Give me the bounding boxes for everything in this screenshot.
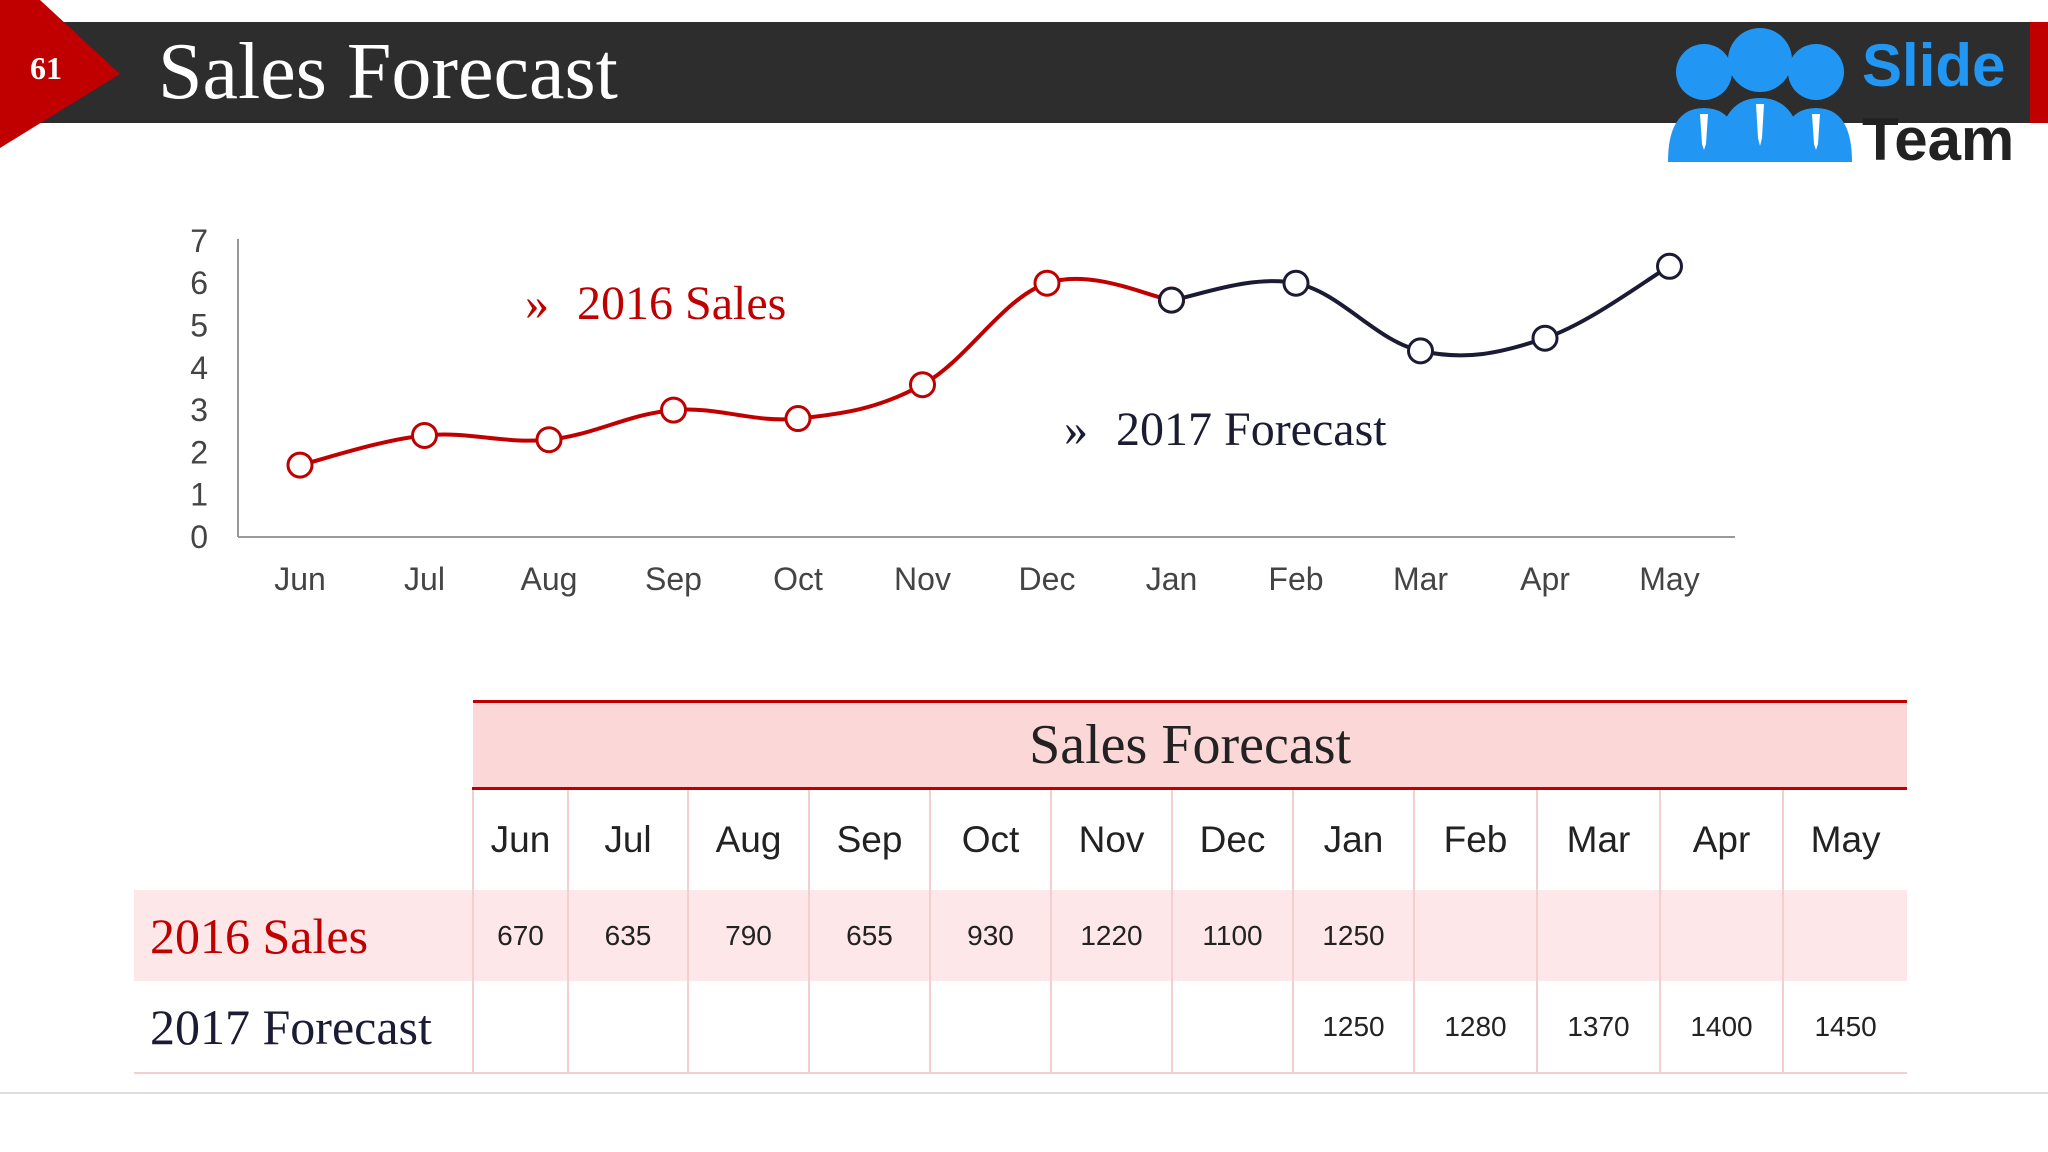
row-label-2017-forecast: 2017 Forecast	[134, 981, 473, 1074]
table-cell: 1250	[1292, 890, 1414, 981]
x-tick-label: Jun	[274, 561, 326, 597]
row-label-2016-sales: 2016 Sales	[134, 890, 473, 981]
x-tick-label: Nov	[894, 561, 951, 597]
table-cell	[1536, 890, 1660, 981]
table-cell	[567, 981, 688, 1074]
y-tick-label: 0	[190, 519, 208, 555]
table-cell: 670	[472, 890, 568, 981]
table-header-corner	[134, 789, 473, 891]
logo-text-slide: Slide	[1862, 32, 2006, 99]
sales-forecast-table: Sales Forecast Jun Jul Aug Sep Oct Nov Dec Jan F…	[134, 700, 1908, 1074]
table-cell	[1050, 981, 1172, 1074]
table-header-oct: Oct	[929, 788, 1051, 890]
data-point	[535, 426, 563, 454]
x-tick-label: Jul	[404, 561, 445, 597]
people-logo-icon	[1668, 28, 1852, 162]
table-header-dec: Dec	[1171, 788, 1293, 890]
x-tick-label: Jan	[1146, 561, 1198, 597]
table-cell: 1100	[1171, 890, 1293, 981]
x-tick-label: Feb	[1268, 561, 1323, 597]
x-tick-label: Oct	[773, 561, 823, 597]
data-point	[286, 451, 314, 479]
data-point	[1282, 269, 1310, 297]
table-cell: 930	[929, 890, 1051, 981]
table-header-may: May	[1781, 788, 1908, 890]
table-cell	[929, 981, 1051, 1074]
data-point	[1033, 269, 1061, 297]
table-row: 2016 Sales 670 635 790 655 930 1220 1100 1250	[134, 890, 1908, 981]
table-cell	[808, 981, 930, 1074]
x-tick-label: Aug	[521, 561, 578, 597]
table-cell	[1659, 890, 1783, 981]
table-title: Sales Forecast	[473, 700, 1908, 790]
table-cell: 635	[567, 890, 688, 981]
table-cell	[1171, 981, 1293, 1074]
table-cell: 1450	[1781, 981, 1908, 1074]
footer-divider	[0, 1092, 2048, 1094]
series-label-2016-sales: » 2016 Sales	[525, 277, 787, 330]
data-point	[1407, 337, 1434, 365]
table-cell	[687, 981, 809, 1074]
table-header-feb: Feb	[1413, 788, 1537, 890]
data-point	[1531, 324, 1559, 352]
table-header-sep: Sep	[808, 788, 930, 890]
y-tick-label: 3	[190, 392, 208, 428]
table-header-row: Jun Jul Aug Sep Oct Nov Dec Jan Feb Mar Apr May	[134, 788, 1908, 891]
y-tick-label: 1	[190, 477, 208, 513]
table-row: 2017 Forecast 1250 1280 1370 1400 1450	[134, 981, 1908, 1074]
x-tick-label: Mar	[1393, 561, 1448, 597]
x-tick-label: May	[1639, 561, 1699, 597]
x-tick-label: Sep	[645, 561, 702, 597]
y-tick-label: 4	[190, 350, 208, 386]
table-header-jun: Jun	[472, 788, 568, 890]
page-title: Sales Forecast	[158, 28, 618, 116]
table-corner	[134, 702, 473, 789]
series-label-2017-forecast: » 2017 Forecast	[1064, 403, 1387, 456]
x-tick-label: Dec	[1019, 561, 1076, 597]
table-cell: 790	[687, 890, 809, 981]
data-point	[909, 371, 936, 399]
y-tick-label: 6	[190, 265, 208, 301]
table-header-apr: Apr	[1659, 788, 1783, 890]
x-tick-label: Apr	[1520, 561, 1570, 597]
table-cell: 1280	[1413, 981, 1537, 1074]
slideteam-logo: Slide Team	[1660, 24, 2020, 173]
y-tick-label: 7	[190, 223, 208, 259]
line-chart: 0 1 2 3 4 5 6 7 Jun Jul Aug Sep Oct Nov Dec Jan Feb Mar Ap…	[190, 223, 1735, 597]
y-tick-label: 5	[190, 308, 208, 344]
logo-text-team: Team	[1862, 106, 2015, 173]
data-point	[1656, 252, 1683, 280]
data-point	[660, 396, 687, 424]
data-point	[1158, 286, 1185, 314]
table-cell: 1220	[1050, 890, 1172, 981]
series-line-2016-sales	[299, 276, 1172, 468]
data-point	[784, 405, 812, 433]
table-header-jan: Jan	[1292, 788, 1414, 890]
table-header-nov: Nov	[1050, 788, 1172, 890]
chevron-double-right-icon: »	[525, 277, 549, 330]
table-cell: 1400	[1659, 981, 1783, 1074]
chevron-double-right-icon: »	[1064, 403, 1088, 456]
y-tick-label: 2	[190, 434, 208, 470]
table-header-mar: Mar	[1536, 788, 1660, 890]
table-cell	[1781, 890, 1908, 981]
table-cell: 1250	[1292, 981, 1414, 1074]
data-point	[411, 421, 438, 449]
table-cell	[472, 981, 568, 1074]
table-cell: 655	[808, 890, 930, 981]
slide-number: 61	[30, 50, 62, 86]
table-header-jul: Jul	[567, 788, 688, 890]
table-cell: 1370	[1536, 981, 1660, 1074]
table-header-aug: Aug	[687, 788, 809, 890]
slide-number-badge	[0, 0, 120, 148]
title-bar-accent	[2030, 22, 2048, 123]
table-cell	[1413, 890, 1537, 981]
